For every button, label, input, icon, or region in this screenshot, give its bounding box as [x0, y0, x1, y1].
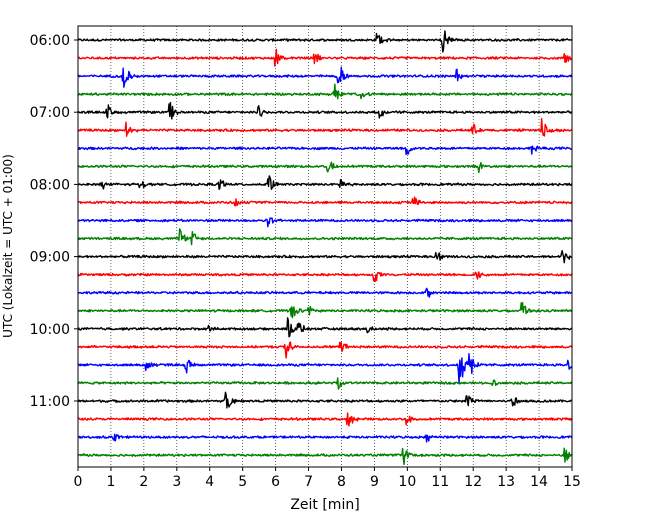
x-tick-label: 15	[563, 474, 581, 490]
y-tick-label: 06:00	[30, 33, 70, 49]
seismic-trace	[77, 228, 573, 246]
y-tick-label: 07:00	[30, 105, 70, 121]
x-tick-label: 0	[74, 474, 83, 490]
x-tick-label: 3	[172, 474, 181, 490]
trace-group	[77, 30, 573, 466]
seismic-trace	[77, 145, 573, 156]
x-tick-label: 4	[205, 474, 214, 490]
x-axis-label: Zeit [min]	[290, 497, 359, 513]
seismic-trace	[77, 161, 573, 174]
seismic-trace	[77, 48, 573, 67]
seismic-trace	[77, 341, 573, 359]
y-axis: 06:00 07:00 08:00 09:00 10:00 11:00	[30, 33, 78, 410]
x-tick-label: 1	[106, 474, 115, 490]
seismic-trace	[77, 217, 573, 228]
y-tick-label: 08:00	[30, 177, 70, 193]
x-tick-label: 12	[464, 474, 482, 490]
seismic-trace	[77, 250, 573, 264]
x-tick-label: 7	[304, 474, 313, 490]
seismic-trace	[77, 196, 573, 207]
x-tick-label: 2	[139, 474, 148, 490]
seismic-trace	[77, 433, 573, 443]
seismic-trace	[77, 30, 573, 53]
y-axis-label: UTC (Lokalzeit = UTC + 01:00)	[1, 154, 15, 338]
seismic-trace	[77, 66, 573, 88]
seismic-trace	[77, 391, 573, 409]
seismic-trace	[77, 317, 573, 338]
x-tick-label: 11	[431, 474, 449, 490]
y-tick-label: 11:00	[30, 394, 70, 410]
x-tick-label: 9	[370, 474, 379, 490]
x-tick-label: 6	[271, 474, 280, 490]
seismic-trace	[77, 83, 573, 100]
y-tick-label: 09:00	[30, 250, 70, 266]
x-tick-label: 14	[530, 474, 548, 490]
x-tick-label: 8	[337, 474, 346, 490]
y-tick-label: 10:00	[30, 322, 70, 338]
seismic-trace	[77, 412, 573, 427]
x-axis: 0 1 2 3 4 5 6 7 8 9 10 11 12 13 14 15	[74, 467, 581, 490]
x-tick-label: 13	[497, 474, 515, 490]
seismic-trace	[77, 175, 573, 190]
plot-frame	[77, 25, 573, 468]
seismic-trace	[77, 301, 573, 319]
x-tick-label: 10	[398, 474, 416, 490]
seismic-trace	[77, 101, 573, 120]
seismic-trace	[77, 271, 573, 283]
x-tick-label: 5	[238, 474, 247, 490]
seismic-trace	[77, 447, 573, 466]
seismic-trace	[77, 287, 573, 298]
seismic-trace	[77, 377, 573, 390]
seismic-trace	[77, 117, 573, 137]
seismic-trace	[77, 353, 573, 385]
